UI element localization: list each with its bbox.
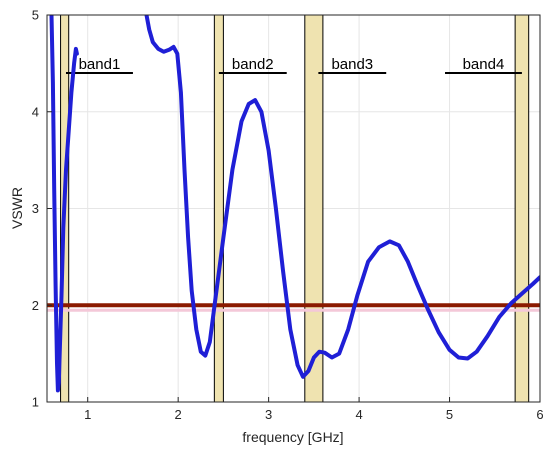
x-tick-labels: 1 2 3 4 5 6 (84, 397, 544, 422)
band-label-text: band2 (232, 56, 274, 73)
band-label-text: band1 (79, 56, 121, 73)
band-labels: band1 band2 band3 band4 (65, 56, 522, 75)
shaded-band (214, 15, 224, 402)
series-group (49, 15, 540, 393)
y-tick-label: 2 (32, 298, 39, 313)
x-tick-label: 4 (355, 407, 362, 422)
x-tick-label: 3 (265, 407, 272, 422)
vswr-series-line (144, 15, 540, 379)
y-tick-label: 1 (32, 395, 39, 410)
x-tick-label: 1 (84, 407, 91, 422)
x-tick-label: 5 (446, 407, 453, 422)
band-label-text: band3 (331, 56, 373, 73)
y-tick-labels: 1 2 3 4 5 (32, 8, 52, 410)
x-axis-label: frequency [GHz] (242, 429, 343, 445)
x-tick-label: 2 (175, 407, 182, 422)
y-tick-label: 4 (32, 104, 39, 119)
y-axis-label: VSWR (9, 187, 25, 229)
x-tick-label: 6 (536, 407, 543, 422)
y-tick-label: 3 (32, 201, 39, 216)
band-label-text: band4 (463, 56, 505, 73)
y-tick-label: 5 (32, 8, 39, 23)
vswr-series-line (49, 15, 79, 393)
